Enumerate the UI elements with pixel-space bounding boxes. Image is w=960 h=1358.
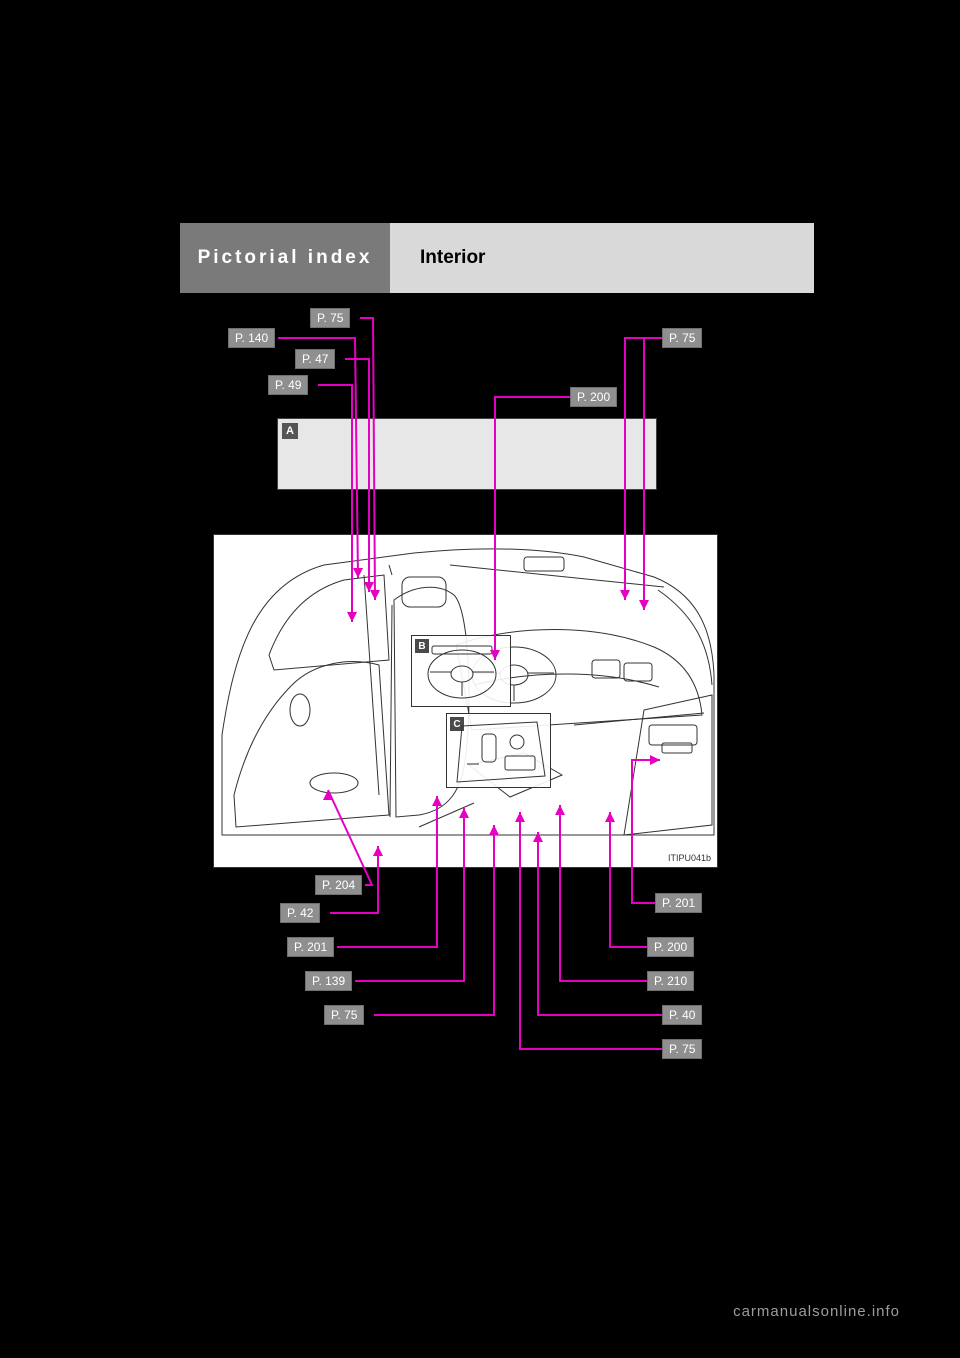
callout-p210: P. 210	[647, 971, 694, 991]
header-right: Interior	[390, 223, 814, 293]
legend-box-a-label: A	[282, 423, 298, 439]
callout-p201a: P. 201	[287, 937, 334, 957]
callout-p75d: P. 75	[662, 1039, 702, 1059]
callout-p139: P. 139	[305, 971, 352, 991]
callout-p42: P. 42	[280, 903, 320, 923]
legend-box-a: A	[277, 418, 657, 490]
interior-illustration: B C ITIPU04	[213, 534, 718, 868]
callout-p75c: P. 75	[324, 1005, 364, 1025]
footer-watermark: carmanualsonline.info	[733, 1303, 900, 1320]
callout-p200a: P. 200	[570, 387, 617, 407]
callout-p40: P. 40	[662, 1005, 702, 1025]
callout-p200b: P. 200	[647, 937, 694, 957]
callout-p75a: P. 75	[310, 308, 350, 328]
inset-c: C	[446, 713, 551, 788]
inset-b: B	[411, 635, 511, 707]
illustration-ref: ITIPU041b	[668, 853, 711, 863]
callout-p204: P. 204	[315, 875, 362, 895]
callout-p47: P. 47	[295, 349, 335, 369]
callout-p75b: P. 75	[662, 328, 702, 348]
header-left: Pictorial index	[180, 223, 390, 293]
page: Pictorial index Interior A	[0, 0, 960, 1358]
callout-p49: P. 49	[268, 375, 308, 395]
inset-c-art	[447, 714, 552, 789]
callout-p201b: P. 201	[655, 893, 702, 913]
callout-p140: P. 140	[228, 328, 275, 348]
inset-b-art	[412, 636, 512, 708]
header-bar: Pictorial index Interior	[180, 223, 814, 293]
